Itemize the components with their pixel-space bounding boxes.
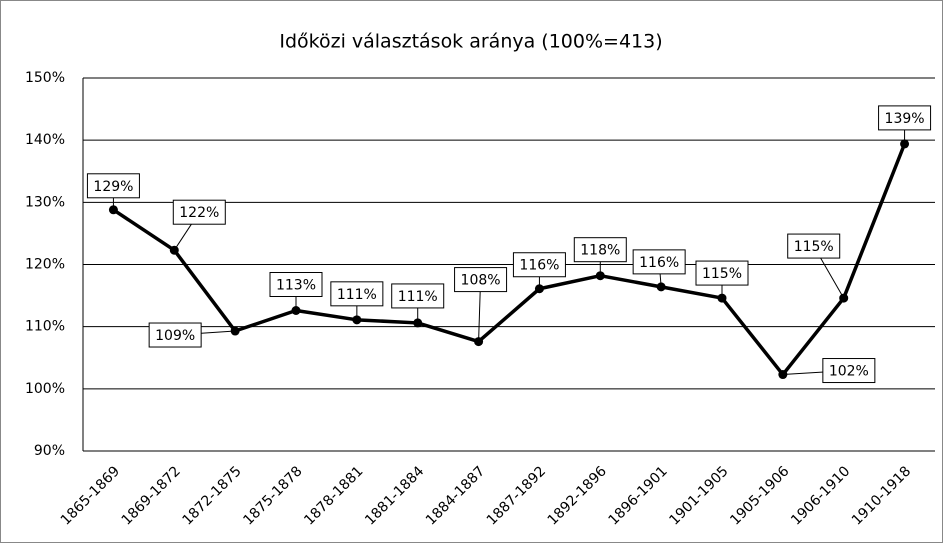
label-box <box>512 252 566 278</box>
label-box <box>330 281 384 307</box>
data-label: 111% <box>398 289 438 305</box>
label-box <box>632 249 686 275</box>
y-tick-label: 120% <box>25 257 65 273</box>
data-label: 111% <box>337 287 377 303</box>
data-label: 109% <box>155 328 195 344</box>
data-label: 129% <box>93 179 133 195</box>
y-tick-label: 130% <box>25 194 65 210</box>
label-box <box>822 358 876 384</box>
data-label: 113% <box>276 278 316 294</box>
y-tick-label: 100% <box>25 381 65 397</box>
label-box <box>787 233 841 259</box>
label-box <box>269 272 323 298</box>
data-label: 122% <box>179 205 219 221</box>
y-tick-label: 110% <box>25 319 65 335</box>
y-tick-label: 90% <box>34 443 65 459</box>
y-tick-label: 140% <box>25 132 65 148</box>
label-box <box>695 260 749 286</box>
line <box>112 143 907 377</box>
data-label: 116% <box>639 255 679 271</box>
data-label: 115% <box>794 239 834 255</box>
data-label: 115% <box>702 266 742 282</box>
data-label: 102% <box>829 364 869 380</box>
label-box <box>148 322 202 348</box>
chart-title: Időközi választások aránya (100%=413) <box>279 31 662 53</box>
label-box <box>878 105 932 131</box>
data-label: 108% <box>461 273 501 289</box>
label-box <box>573 237 627 263</box>
data-label: 139% <box>885 111 925 127</box>
label-box <box>86 173 140 199</box>
label-box <box>172 199 226 225</box>
y-tick-label: 150% <box>25 70 65 86</box>
label-box <box>391 283 445 309</box>
label-box <box>454 267 508 293</box>
data-label: 118% <box>580 243 620 259</box>
data-label: 116% <box>519 258 559 274</box>
